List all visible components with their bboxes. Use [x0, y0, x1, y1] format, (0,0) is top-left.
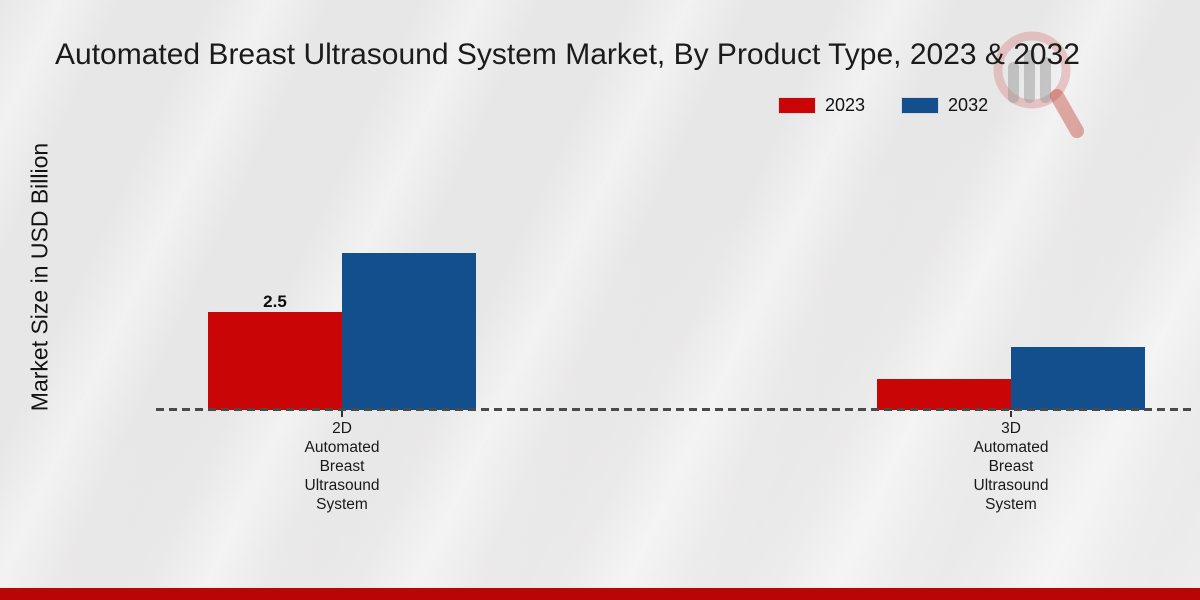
footer-stripe: [0, 588, 1200, 600]
x-axis-tick: [1010, 411, 1012, 417]
x-category-label-3d-automated-breast-ultr: 3D Automated Breast Ultrasound System: [973, 420, 1049, 513]
legend: 2023 2032: [778, 95, 988, 116]
legend-swatch-2032: [901, 97, 940, 114]
x-category-label-2d-automated-breast-ultr: 2D Automated Breast Ultrasound System: [304, 420, 380, 513]
watermark-magnifier-logo-icon: [993, 31, 1084, 138]
x-axis-baseline: [156, 408, 1194, 411]
chart-title: Automated Breast Ultrasound System Marke…: [55, 38, 1080, 71]
legend-item-2023: 2023: [778, 95, 865, 116]
bar-2032-2d-automated-breast-ultr: [342, 253, 476, 410]
bar-value-label: 2.5: [263, 292, 287, 311]
bar-2032-3d-automated-breast-ultr: [1011, 347, 1145, 410]
bar-2023-3d-automated-breast-ultr: [877, 378, 1011, 410]
legend-label-2032: 2032: [948, 95, 989, 115]
bar-2023-2d-automated-breast-ultr: [208, 312, 342, 410]
legend-label-2023: 2023: [825, 95, 866, 115]
legend-item-2032: 2032: [901, 95, 988, 116]
x-axis-tick: [341, 411, 343, 417]
legend-swatch-2023: [778, 97, 816, 114]
